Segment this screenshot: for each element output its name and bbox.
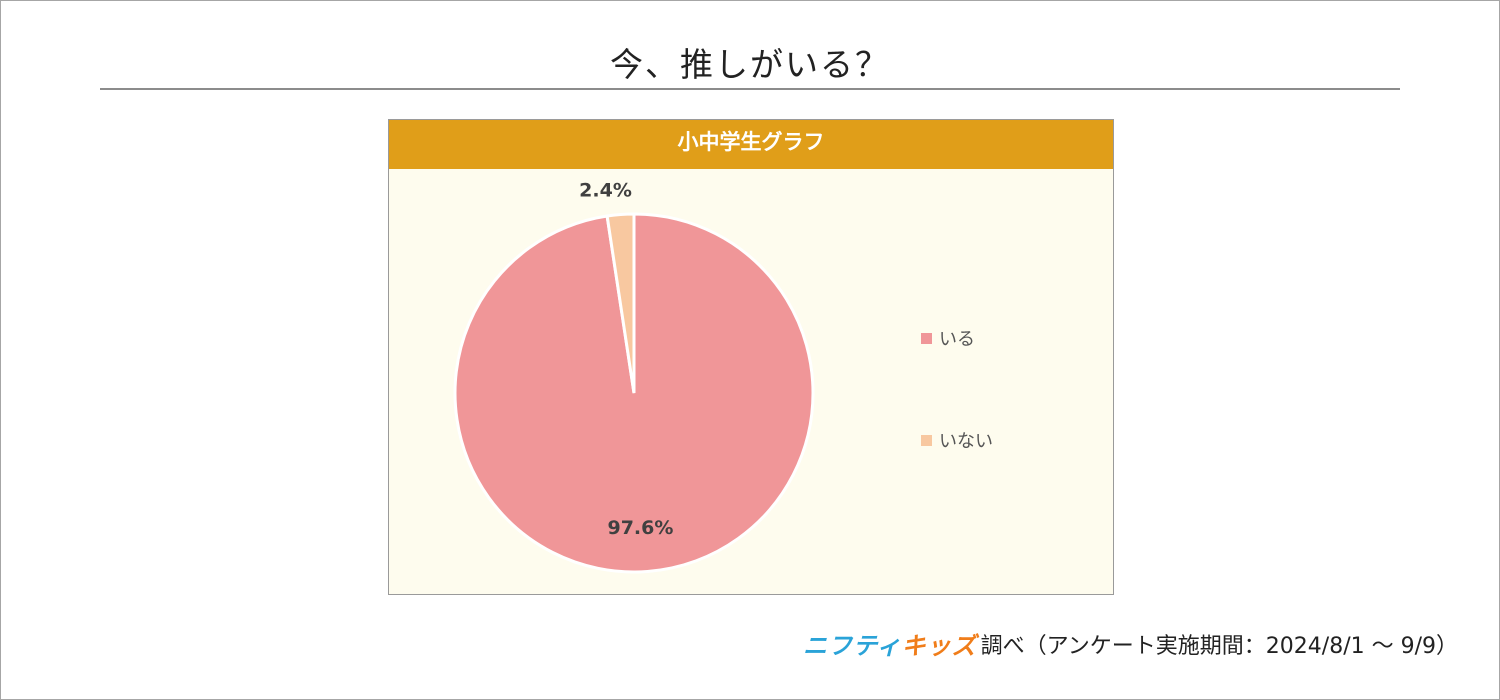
page-title: 今、推しがいる？ xyxy=(610,45,890,84)
chart-panel: 小中学生グラフ 97.6% 2.4% いるいない xyxy=(388,119,1114,595)
brand-logo-part2: キッズ xyxy=(901,632,977,660)
survey-period-text: 調べ（アンケート実施期間：2024/8/1 ～ 9/9） xyxy=(980,633,1458,659)
legend-item-2: いない xyxy=(921,427,993,453)
legend-swatch-2 xyxy=(921,434,932,446)
brand-logo: ニフティキッズ xyxy=(803,626,977,661)
pie-slice-2 xyxy=(605,212,636,394)
legend-label-1: いる xyxy=(939,329,975,350)
chart-title: 小中学生グラフ xyxy=(389,120,1113,169)
pie-data-label-1: 97.6% xyxy=(607,517,673,539)
legend-label-2: いない xyxy=(939,431,993,452)
pie-data-label-2: 2.4% xyxy=(579,180,632,202)
title-divider xyxy=(100,88,1400,90)
source-credit: ニフティキッズ 調べ（アンケート実施期間：2024/8/1 ～ 9/9） xyxy=(803,626,1458,661)
brand-logo-part1: ニフティ xyxy=(803,632,902,660)
legend-item-1: いる xyxy=(921,325,975,351)
pie-chart: 97.6% 2.4% xyxy=(453,180,815,574)
legend-swatch-1 xyxy=(921,332,932,344)
